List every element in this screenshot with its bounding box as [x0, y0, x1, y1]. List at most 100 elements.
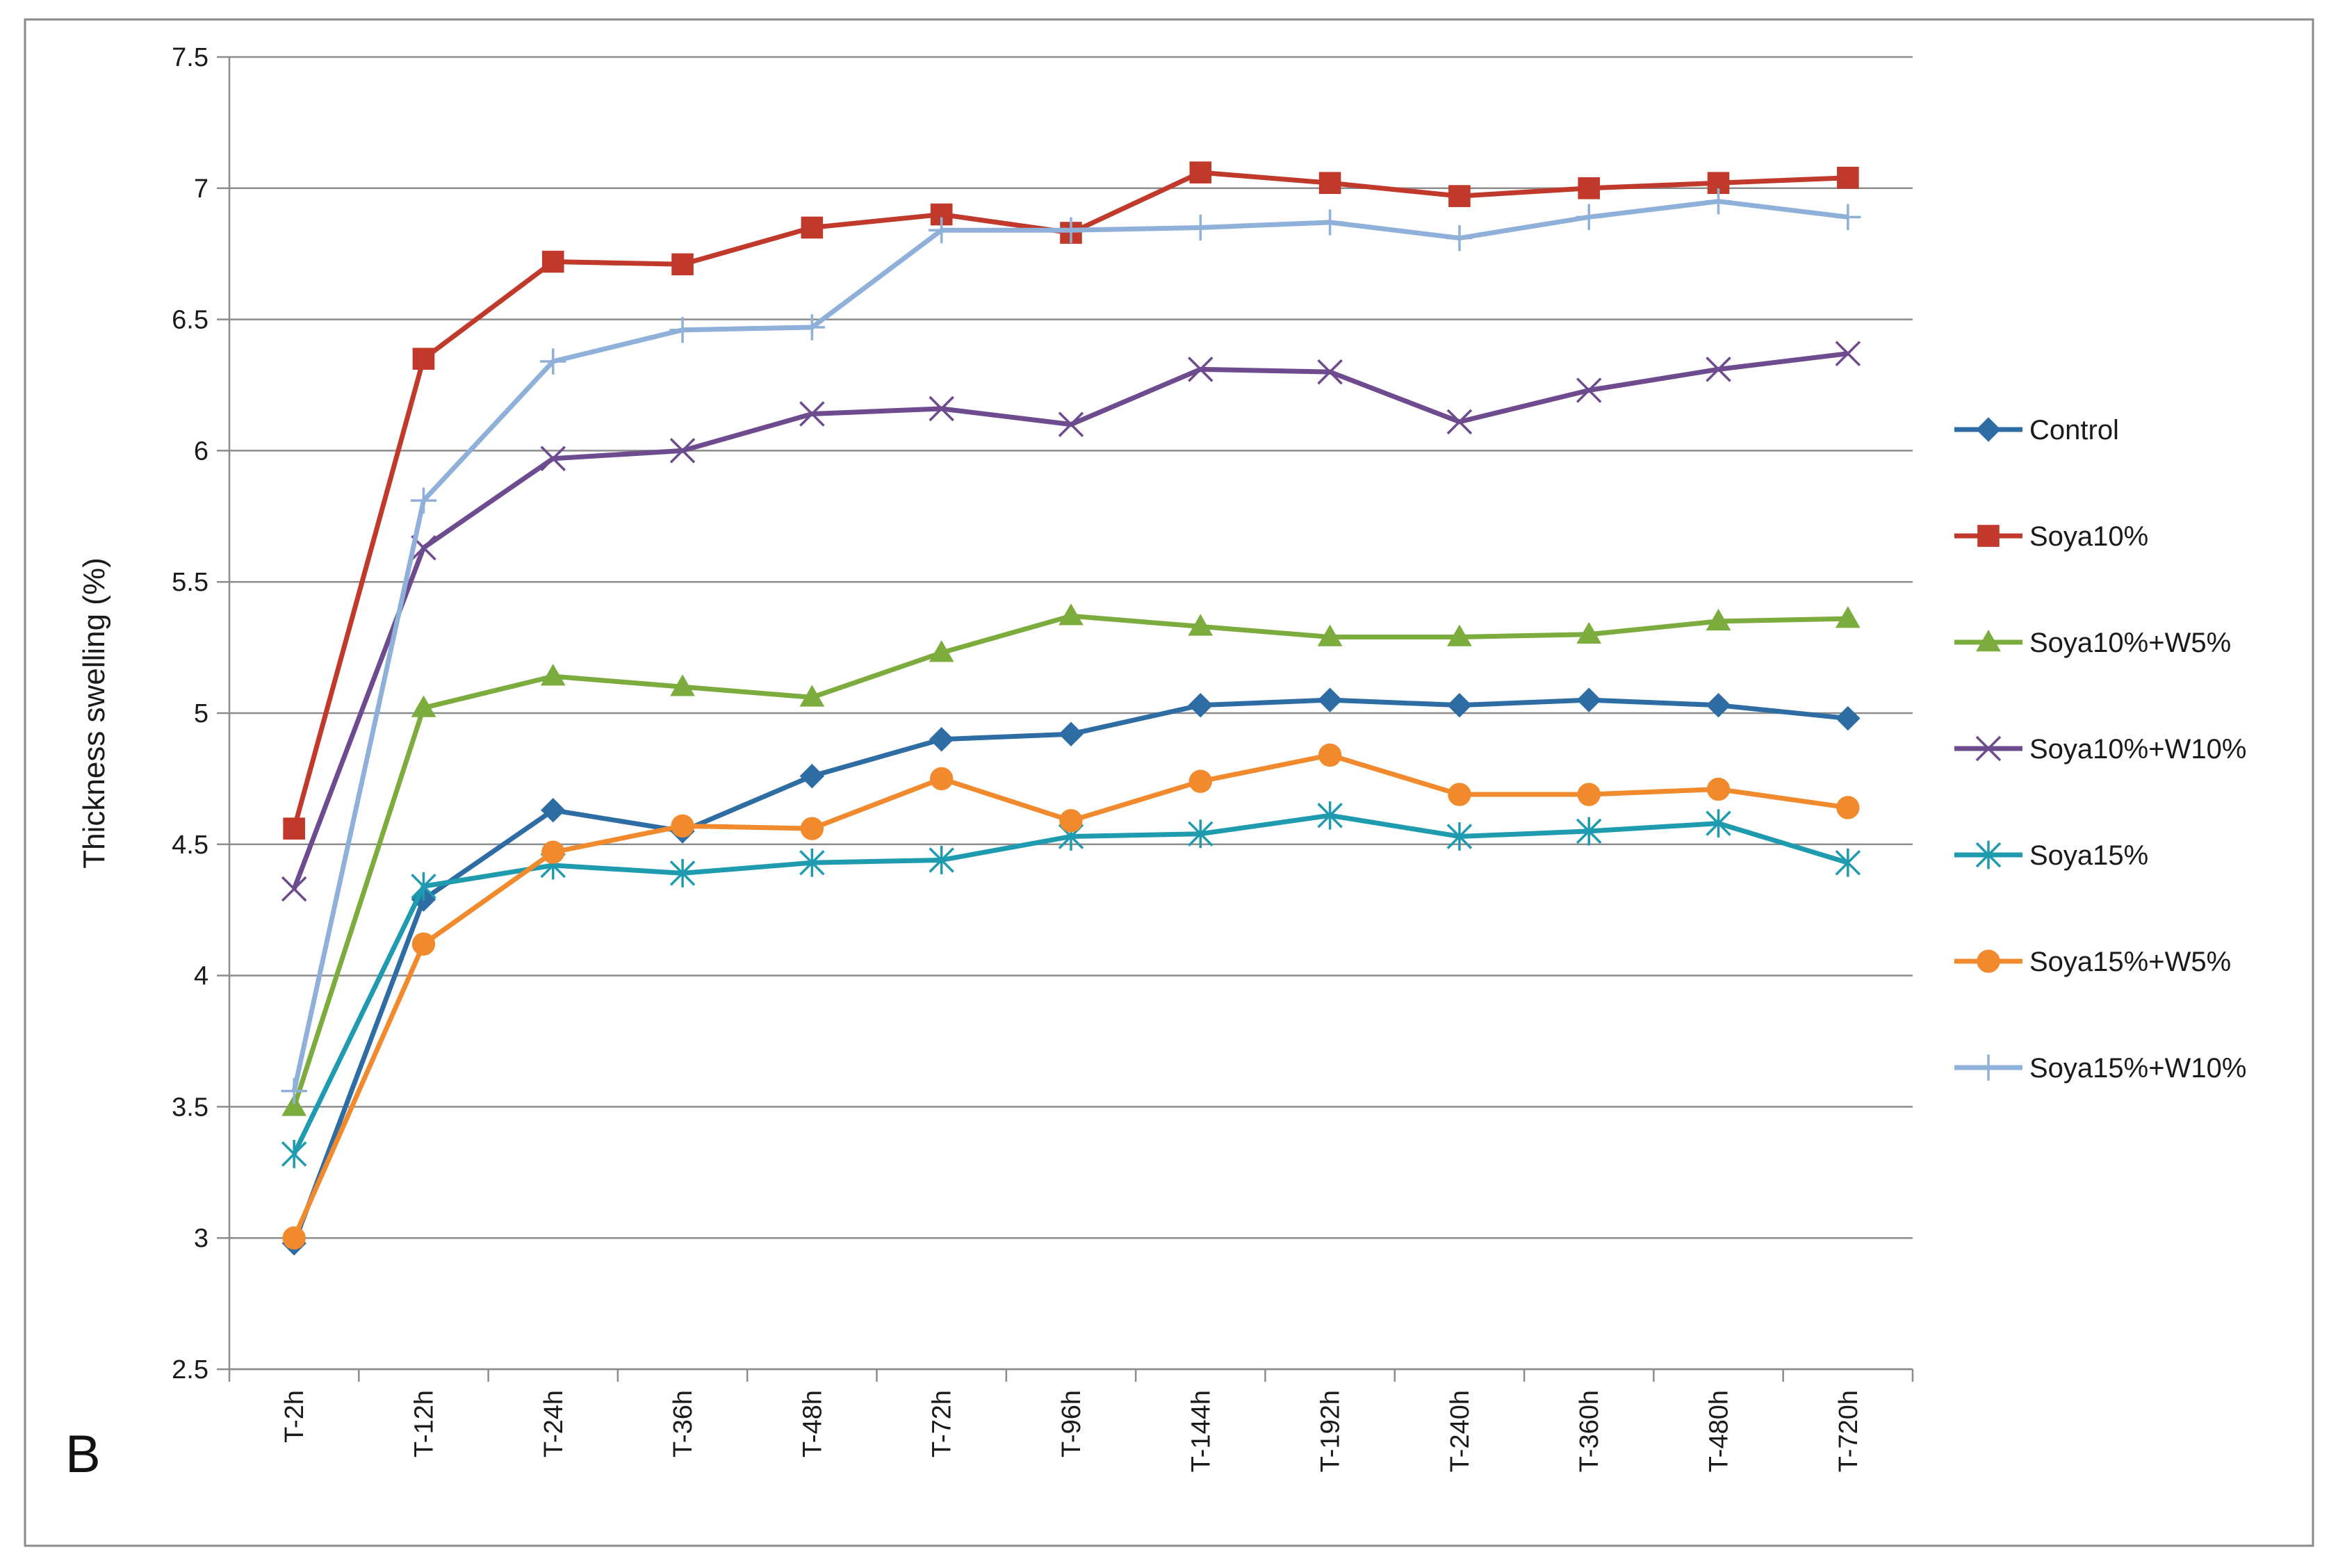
- data-point: [1447, 624, 1472, 646]
- data-point: [1576, 687, 1601, 712]
- data-point: [1837, 166, 1859, 189]
- legend-item: Soya10%+W10%: [1954, 734, 2246, 765]
- data-point: [1058, 721, 1084, 746]
- y-tick-label: 5.5: [172, 568, 209, 597]
- data-point: [799, 314, 826, 341]
- data-point: [1976, 417, 2001, 442]
- data-point: [1317, 624, 1343, 646]
- legend: Control Soya10% Soya10%+W5% Soya10%+W10% Soy…: [1954, 415, 2246, 1084]
- data-point: [1316, 209, 1343, 236]
- data-point: [1836, 796, 1860, 819]
- data-point: [930, 203, 953, 226]
- data-point: [411, 932, 436, 956]
- data-series: [281, 161, 1861, 1256]
- x-tick-label: T-360h: [1575, 1390, 1604, 1472]
- legend-label: Soya10%+W5%: [2029, 628, 2231, 658]
- data-point: [1318, 743, 1342, 767]
- data-point: [929, 640, 954, 662]
- x-tick-label: T-144h: [1186, 1390, 1216, 1472]
- data-point: [929, 727, 954, 752]
- legend-item: Soya10%+W5%: [1954, 628, 2231, 658]
- data-point: [799, 763, 825, 789]
- legend-label: Soya10%: [2029, 521, 2148, 552]
- data-point: [1835, 341, 1861, 366]
- data-point: [670, 674, 695, 696]
- data-point: [799, 685, 825, 707]
- legend-item: Soya15%+W5%: [1954, 947, 2231, 977]
- data-point: [1835, 204, 1861, 231]
- x-tick-label: T-48h: [798, 1390, 827, 1457]
- data-point: [1318, 172, 1341, 195]
- y-tick-label: 4.5: [172, 831, 209, 860]
- data-point: [283, 817, 305, 840]
- x-tick-label: T-192h: [1316, 1390, 1346, 1472]
- data-point: [540, 348, 566, 375]
- data-point: [1977, 525, 2000, 547]
- data-point: [1188, 819, 1213, 849]
- data-point: [1188, 614, 1213, 636]
- data-point: [1836, 705, 1861, 731]
- legend-item: Control: [1954, 415, 2119, 446]
- data-point: [1577, 783, 1601, 806]
- data-point: [281, 1094, 307, 1116]
- y-axis-title: Thickness swelling (%): [77, 557, 111, 868]
- legend-label: Soya15%: [2029, 840, 2148, 871]
- y-tick-label: 7: [194, 174, 209, 204]
- series-soya10pct-w5pct: [281, 603, 1861, 1116]
- data-point: [1058, 603, 1084, 626]
- data-point: [1835, 606, 1861, 628]
- data-point: [669, 317, 696, 343]
- x-tick-label: T-36h: [669, 1390, 698, 1457]
- data-point: [1706, 777, 1731, 801]
- data-point: [1706, 608, 1731, 631]
- panel-label: B: [65, 1425, 101, 1484]
- data-point: [669, 858, 696, 888]
- data-point: [1705, 188, 1732, 215]
- legend-item: Soya15%: [1954, 840, 2148, 871]
- data-point: [1975, 1054, 2002, 1081]
- data-point: [1576, 377, 1602, 403]
- x-tick-label: T-24h: [539, 1390, 569, 1457]
- data-point: [1317, 687, 1343, 712]
- data-point: [1188, 692, 1213, 718]
- y-tick-labels: 2.5 3 3.5 4 4.5 5 5.5 6 6.5 7 7.5: [172, 43, 209, 1385]
- series-soya15pct-w10pct: [281, 188, 1861, 1104]
- data-point: [1576, 817, 1602, 846]
- x-tick-label: T-12h: [409, 1390, 439, 1457]
- data-point: [1059, 809, 1083, 833]
- x-tick-label: T-720h: [1834, 1390, 1863, 1472]
- series-control: [281, 687, 1861, 1256]
- data-point: [410, 487, 437, 514]
- data-point: [281, 876, 307, 902]
- data-point: [799, 401, 825, 427]
- data-point: [281, 1078, 307, 1104]
- data-point: [541, 250, 564, 273]
- data-point: [411, 695, 436, 717]
- data-point: [411, 872, 436, 901]
- data-point: [1187, 214, 1214, 241]
- data-point: [1975, 735, 2002, 762]
- data-point: [1188, 357, 1213, 382]
- data-point: [929, 846, 954, 874]
- data-point: [928, 217, 955, 243]
- data-point: [1446, 822, 1473, 851]
- data-point: [1058, 411, 1084, 437]
- data-point: [1576, 621, 1602, 644]
- data-point: [669, 438, 696, 464]
- x-tick-label: T-96h: [1057, 1390, 1086, 1457]
- data-point: [1188, 769, 1212, 793]
- y-tick-label: 2.5: [172, 1355, 209, 1385]
- data-point: [281, 1139, 307, 1168]
- data-point: [1446, 224, 1473, 252]
- x-tick-label: T-480h: [1705, 1390, 1734, 1472]
- data-point: [541, 798, 566, 823]
- legend-label: Soya15%+W5%: [2029, 947, 2231, 977]
- data-point: [671, 253, 694, 276]
- data-point: [1058, 217, 1084, 243]
- legend-item: Soya10%: [1954, 521, 2148, 552]
- x-tick-label: T-2h: [280, 1390, 309, 1443]
- data-point: [1317, 801, 1343, 830]
- data-point: [412, 348, 435, 370]
- data-point: [1446, 409, 1473, 435]
